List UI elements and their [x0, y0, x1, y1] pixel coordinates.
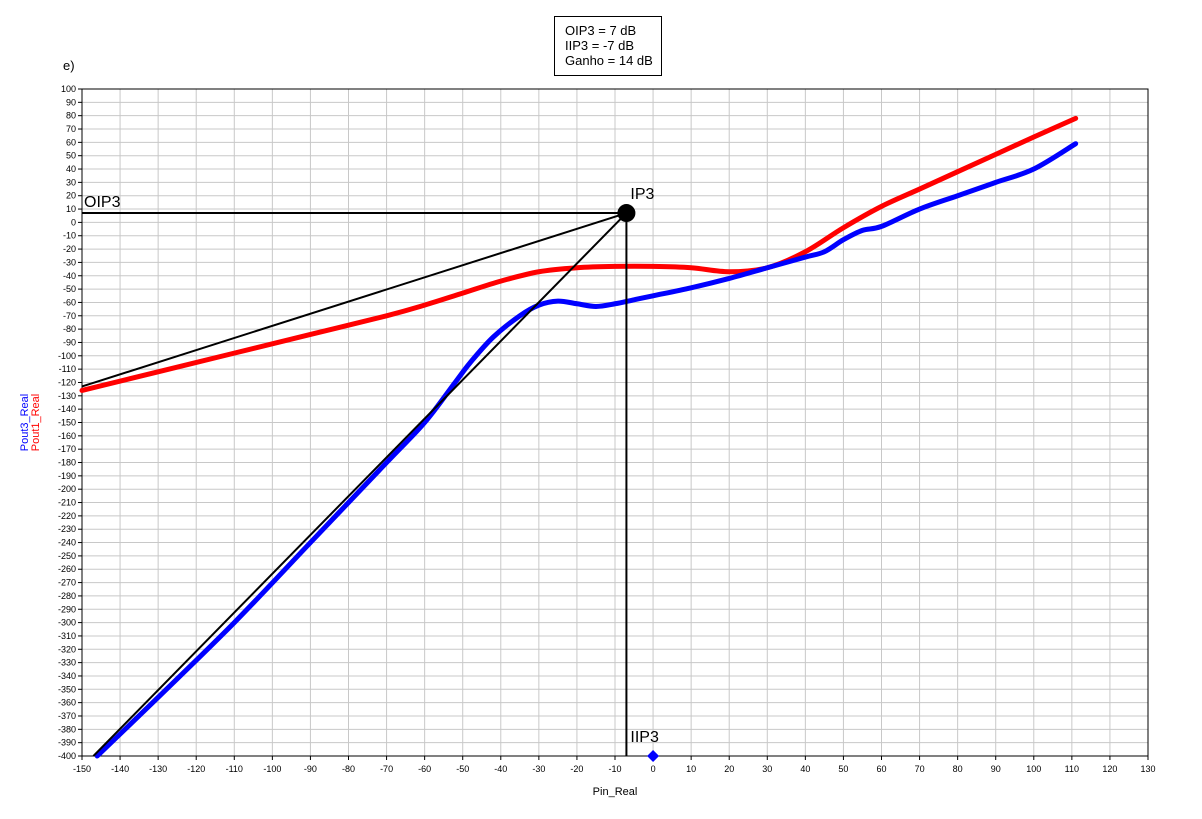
- y-tick-label: -210: [58, 498, 76, 508]
- x-tick-label: 80: [953, 764, 963, 774]
- y-tick-label: -100: [58, 351, 76, 361]
- y-tick-label: -400: [58, 751, 76, 761]
- y-tick-label: -390: [58, 738, 76, 748]
- y-tick-label: -220: [58, 511, 76, 521]
- x-tick-label: -40: [494, 764, 507, 774]
- x-tick-label: -100: [263, 764, 281, 774]
- y-tick-label: -40: [63, 271, 76, 281]
- info-box: OIP3 = 7 dB IIP3 = -7 dB Ganho = 14 dB: [554, 16, 662, 76]
- y-tick-label: -160: [58, 431, 76, 441]
- y-tick-label: -140: [58, 404, 76, 414]
- x-tick-label: 110: [1065, 764, 1079, 774]
- y-tick-label: 0: [71, 217, 76, 227]
- x-tick-label: 60: [876, 764, 886, 774]
- y-tick-label: -180: [58, 458, 76, 468]
- y-tick-label: -70: [63, 311, 76, 321]
- x-tick-label: -20: [570, 764, 583, 774]
- y-tick-label: 90: [66, 97, 76, 107]
- y-tick-label: 50: [66, 151, 76, 161]
- x-tick-label: 70: [915, 764, 925, 774]
- y-tick-label: -300: [58, 618, 76, 628]
- annotation-iip3: IIP3: [630, 729, 659, 746]
- y-tick-label: 60: [66, 137, 76, 147]
- x-tick-label: 40: [800, 764, 810, 774]
- x-tick-label: 30: [762, 764, 772, 774]
- info-gain: Ganho = 14 dB: [565, 53, 653, 68]
- x-tick-label: 10: [686, 764, 696, 774]
- x-tick-label: -50: [456, 764, 469, 774]
- y-tick-label: -360: [58, 698, 76, 708]
- y-tick-label: 40: [66, 164, 76, 174]
- x-tick-label: -30: [532, 764, 545, 774]
- y-tick-label: -310: [58, 631, 76, 641]
- y-tick-label: -340: [58, 671, 76, 681]
- y-tick-label: -110: [59, 364, 76, 374]
- y-tick-label: -80: [63, 324, 76, 334]
- y-tick-label: -350: [58, 684, 76, 694]
- y-axis-label-1: Pout3_Real: [19, 394, 31, 452]
- y-tick-label: -380: [58, 724, 76, 734]
- x-tick-label: -70: [380, 764, 393, 774]
- x-tick-label: 100: [1026, 764, 1041, 774]
- y-tick-label: -320: [58, 644, 76, 654]
- y-tick-label: -130: [58, 391, 76, 401]
- x-tick-label: 130: [1140, 764, 1155, 774]
- iip3-marker: [647, 750, 660, 762]
- panel-label: e): [63, 58, 75, 73]
- y-tick-label: 70: [66, 124, 76, 134]
- y-tick-label: -60: [63, 297, 76, 307]
- third-order-extrapolation: [92, 212, 628, 757]
- y-tick-label: -50: [63, 284, 76, 294]
- info-oip3: OIP3 = 7 dB: [565, 23, 637, 38]
- info-iip3: IIP3 = -7 dB: [565, 38, 635, 53]
- y-tick-label: -30: [63, 257, 76, 267]
- x-tick-label: -130: [149, 764, 167, 774]
- y-tick-label: -290: [58, 604, 76, 614]
- annotation-ip3: IP3: [630, 186, 654, 203]
- annotation-oip3: OIP3: [84, 194, 121, 211]
- x-tick-label: -80: [342, 764, 355, 774]
- series-Pout3_Real: [94, 141, 1079, 759]
- y-tick-label: 30: [66, 177, 76, 187]
- y-tick-label: -150: [58, 418, 76, 428]
- x-axis-label: Pin_Real: [593, 786, 638, 798]
- y-tick-label: -260: [58, 564, 76, 574]
- x-tick-label: 90: [991, 764, 1001, 774]
- y-tick-label: 80: [66, 111, 76, 121]
- x-tick-label: -110: [226, 764, 243, 774]
- y-tick-label: -170: [58, 444, 76, 454]
- y-tick-label: -370: [58, 711, 76, 721]
- y-tick-label: -10: [63, 231, 76, 241]
- y-tick-label: -120: [58, 377, 76, 387]
- y-tick-label: -230: [58, 524, 76, 534]
- y-tick-label: -90: [63, 337, 76, 347]
- y-tick-label: -250: [58, 551, 76, 561]
- x-tick-label: 20: [724, 764, 734, 774]
- y-tick-label: -20: [63, 244, 76, 254]
- y-tick-label: -200: [58, 484, 76, 494]
- x-tick-label: -60: [418, 764, 431, 774]
- y-tick-label: 20: [66, 191, 76, 201]
- y-tick-label: -240: [58, 538, 76, 548]
- x-tick-label: -10: [608, 764, 621, 774]
- fundamental-extrapolation: [81, 212, 627, 388]
- y-tick-label: -190: [58, 471, 76, 481]
- y-tick-label: -270: [58, 578, 76, 588]
- x-tick-label: 0: [651, 764, 656, 774]
- x-tick-label: -120: [187, 764, 205, 774]
- y-tick-label: 100: [61, 84, 76, 94]
- x-tick-label: -140: [111, 764, 129, 774]
- y-tick-label: 10: [66, 204, 76, 214]
- y-tick-label: -330: [58, 658, 76, 668]
- ip3-point: [617, 204, 636, 223]
- y-tick-label: -280: [58, 591, 76, 601]
- series-Pout1_Real: [79, 115, 1079, 393]
- y-axis-label-2: Pout1_Real: [30, 394, 42, 452]
- x-tick-label: -150: [73, 764, 91, 774]
- x-tick-label: 120: [1102, 764, 1117, 774]
- x-tick-label: 50: [838, 764, 848, 774]
- x-tick-label: -90: [304, 764, 317, 774]
